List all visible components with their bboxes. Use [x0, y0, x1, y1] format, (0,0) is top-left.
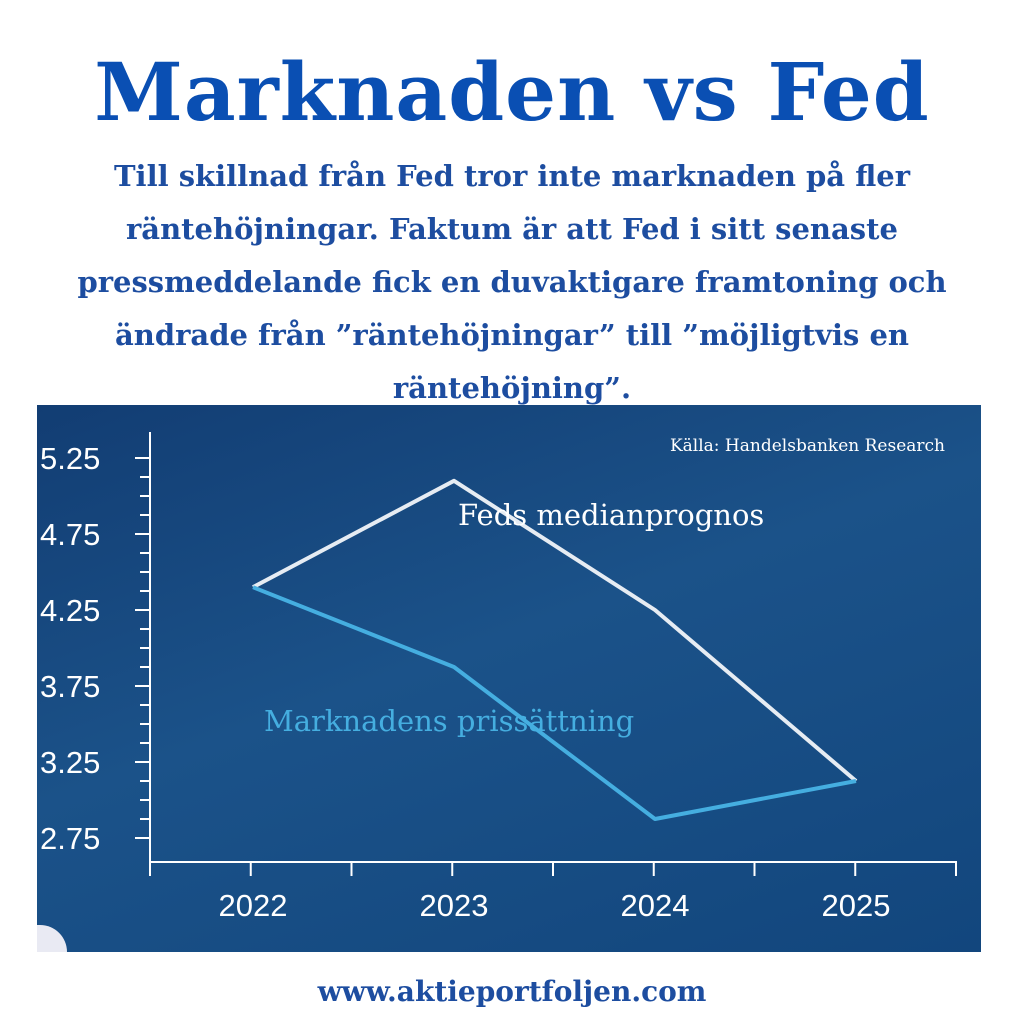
y-tick-label: 2.75	[40, 821, 100, 856]
y-tick-label: 3.25	[40, 745, 100, 780]
x-tick-label: 2024	[621, 888, 690, 923]
y-tick-label: 3.75	[40, 669, 100, 704]
series-label-fed: Feds medianprognos	[458, 498, 764, 532]
source-label: Källa: Handelsbanken Research	[670, 436, 945, 456]
y-tick-label: 5.25	[40, 441, 100, 476]
series-label-market: Marknadens prissättning	[264, 704, 634, 738]
x-tick-label: 2025	[822, 888, 891, 923]
y-axis-ticks: 5.25 4.75 4.25 3.75 3.25 2.75	[40, 441, 150, 856]
page-subtitle: Till skillnad från Fed tror inte marknad…	[77, 159, 947, 405]
x-tick-label: 2022	[219, 888, 288, 923]
chart-panel	[37, 405, 981, 952]
y-tick-label: 4.25	[40, 593, 100, 628]
series-lines	[252, 478, 858, 821]
page-title: Marknaden vs Fed	[94, 45, 930, 139]
series-line-fed	[252, 478, 858, 783]
x-tick-label: 2023	[420, 888, 489, 923]
y-tick-label: 4.75	[40, 517, 100, 552]
x-axis-ticks: 2022 2023 2024 2025	[149, 862, 957, 923]
series-line-market	[252, 585, 857, 821]
footer-url[interactable]: www.aktieportfoljen.com	[317, 975, 707, 1008]
